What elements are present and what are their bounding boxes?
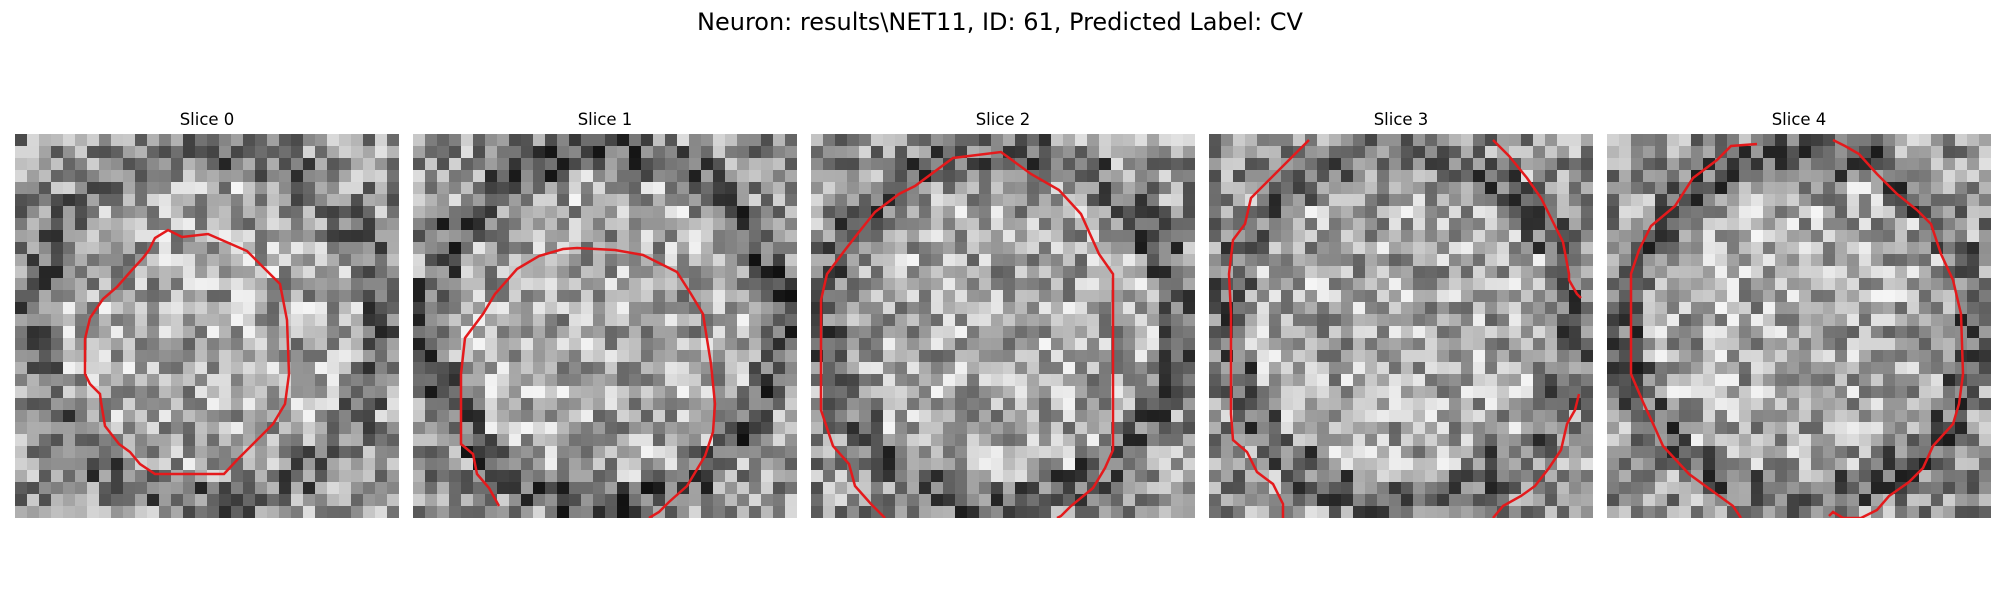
slice-image: [811, 134, 1195, 518]
slice-image: [1209, 134, 1593, 518]
contour-line: [1629, 142, 1758, 518]
contour-line: [819, 150, 1115, 518]
slice-image: [1607, 134, 1991, 518]
contour-line: [1492, 393, 1581, 518]
slice-title: Slice 2: [975, 110, 1031, 129]
slice-image: [413, 134, 797, 518]
slice-title: Slice 4: [1771, 110, 1827, 129]
slice-image: [15, 134, 399, 518]
contour-line: [1227, 139, 1310, 518]
slice-title: Slice 0: [179, 110, 235, 129]
contour-line: [459, 246, 717, 518]
contour-line: [1828, 138, 1965, 518]
contour-line: [83, 228, 291, 476]
slice-title: Slice 3: [1373, 110, 1429, 129]
figure-title: Neuron: results\NET11, ID: 61, Predicted…: [697, 8, 1303, 36]
slice-title: Slice 1: [577, 110, 633, 129]
contour-line: [1492, 139, 1582, 299]
